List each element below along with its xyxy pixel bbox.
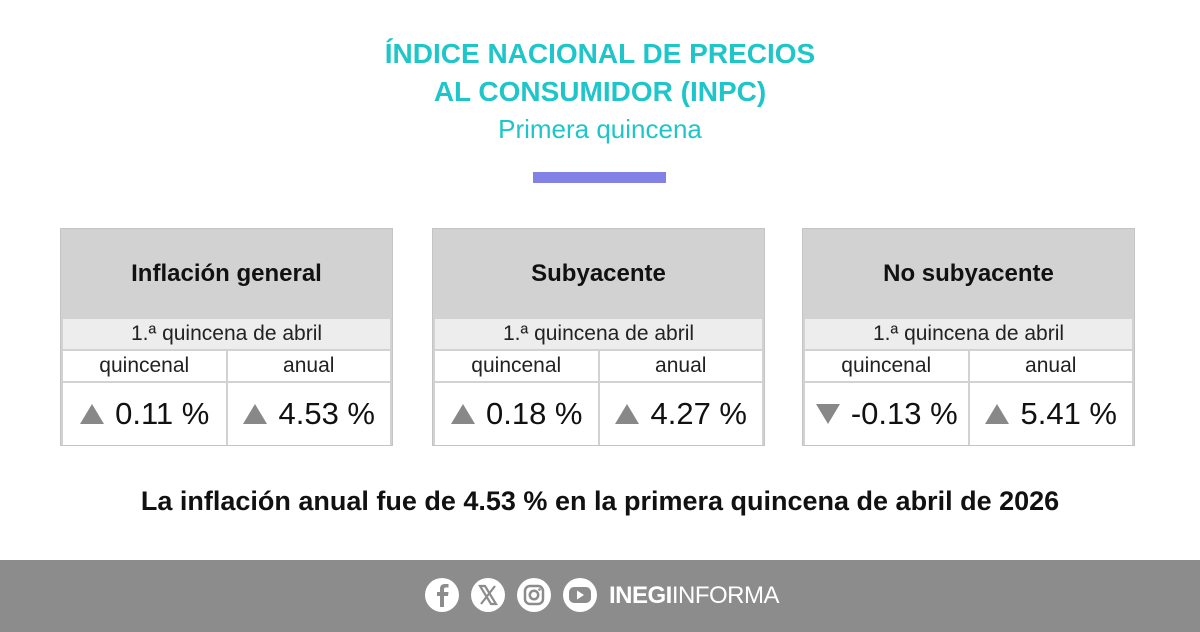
instagram-icon[interactable] [516, 577, 552, 613]
col-label: quincenal [805, 351, 968, 381]
down-arrow [815, 404, 840, 424]
card-title: Inflación general [131, 260, 322, 287]
summary: La inflación anual fue de 4.53 % en la p… [140, 486, 1060, 516]
card: Inflación general 1.ª quincena de abril … [60, 228, 393, 446]
card: No subyacente 1.ª quincena de abril quin… [802, 228, 1135, 446]
period: 1.ª quincena de abril [435, 319, 762, 349]
value: -0.13 % [850, 396, 958, 431]
footer: INEGIINFORMA [0, 560, 1200, 632]
card-title: No subyacente [883, 260, 1054, 287]
subtitle: Primera quincena [498, 114, 702, 144]
title: AL CONSUMIDOR (INPC) [433, 76, 767, 107]
up-arrow [615, 404, 640, 424]
value-cell: 5.41 % [969, 383, 1132, 445]
up-arrow [985, 404, 1010, 424]
divider [533, 172, 666, 183]
value-cell: -0.13 % [805, 383, 968, 445]
title: ÍNDICE NACIONAL DE PRECIOS [384, 38, 816, 69]
col-label: quincenal [435, 351, 598, 381]
value: 4.53 % [278, 396, 375, 431]
col-label: anual [599, 351, 762, 381]
value: 4.27 % [650, 396, 747, 431]
period: 1.ª quincena de abril [63, 319, 390, 349]
up-arrow [450, 404, 475, 424]
brand-bold: INEGI [609, 582, 672, 609]
up-arrow [80, 404, 105, 424]
col-label: anual [227, 351, 390, 381]
value: 0.18 % [485, 396, 583, 431]
value-cell: 4.27 % [599, 383, 762, 445]
facebook-icon[interactable] [424, 577, 460, 613]
value-cell: 4.53 % [227, 383, 390, 445]
x-icon[interactable] [470, 577, 506, 613]
period: 1.ª quincena de abril [805, 319, 1132, 349]
col-label: quincenal [63, 351, 226, 381]
value: 5.41 % [1020, 396, 1117, 431]
card: Subyacente 1.ª quincena de abril quincen… [432, 228, 765, 446]
col-label: anual [969, 351, 1132, 381]
value-cell: 0.11 % [63, 383, 226, 445]
card-title: Subyacente [531, 260, 666, 287]
up-arrow [243, 404, 268, 424]
brand-light: INFORMA [671, 582, 780, 609]
youtube-icon[interactable] [562, 577, 598, 613]
brand: INEGIINFORMA [609, 582, 780, 610]
value: 0.11 % [115, 396, 210, 431]
value-cell: 0.18 % [435, 383, 598, 445]
